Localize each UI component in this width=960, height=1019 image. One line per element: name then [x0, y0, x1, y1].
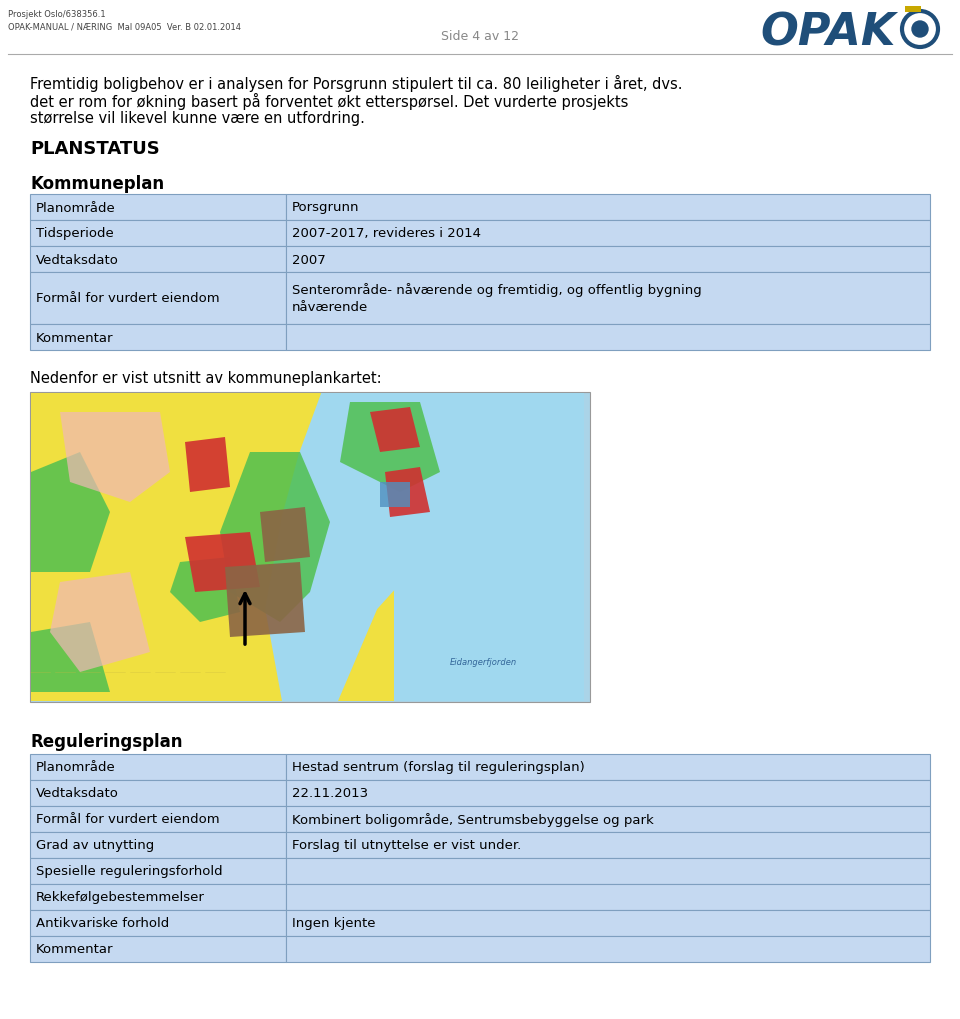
FancyBboxPatch shape	[286, 754, 930, 781]
Text: Grad av utnytting: Grad av utnytting	[36, 839, 155, 852]
Polygon shape	[31, 452, 110, 573]
Text: Antikvariske forhold: Antikvariske forhold	[36, 917, 169, 929]
FancyBboxPatch shape	[30, 247, 286, 273]
FancyBboxPatch shape	[30, 833, 286, 858]
FancyBboxPatch shape	[286, 910, 930, 936]
Text: Vedtaksdato: Vedtaksdato	[36, 254, 119, 266]
FancyBboxPatch shape	[30, 392, 590, 702]
Polygon shape	[225, 562, 305, 637]
Text: Senterområde- nåværende og fremtidig, og offentlig bygning
nåværende: Senterområde- nåværende og fremtidig, og…	[292, 283, 702, 314]
FancyBboxPatch shape	[30, 325, 286, 351]
FancyBboxPatch shape	[286, 858, 930, 884]
Text: Prosjekt Oslo/638356.1: Prosjekt Oslo/638356.1	[8, 10, 106, 19]
FancyBboxPatch shape	[286, 936, 930, 962]
Polygon shape	[50, 573, 150, 673]
Text: Ingen kjente: Ingen kjente	[292, 917, 375, 929]
FancyBboxPatch shape	[30, 806, 286, 833]
FancyBboxPatch shape	[286, 806, 930, 833]
Text: Tidsperiode: Tidsperiode	[36, 227, 113, 240]
Text: Kombinert boligområde, Sentrumsbebyggelse og park: Kombinert boligområde, Sentrumsbebyggels…	[292, 812, 654, 826]
Text: størrelse vil likevel kunne være en utfordring.: størrelse vil likevel kunne være en utfo…	[30, 111, 365, 126]
Text: 2007: 2007	[292, 254, 325, 266]
Text: Reguleringsplan: Reguleringsplan	[30, 733, 182, 750]
FancyBboxPatch shape	[286, 247, 930, 273]
Polygon shape	[185, 437, 230, 492]
Polygon shape	[385, 468, 430, 518]
Polygon shape	[60, 413, 170, 502]
Text: PLANSTATUS: PLANSTATUS	[30, 140, 159, 158]
Polygon shape	[220, 452, 330, 623]
Polygon shape	[340, 403, 440, 492]
Text: OPAK: OPAK	[760, 12, 896, 55]
FancyBboxPatch shape	[30, 221, 286, 247]
FancyBboxPatch shape	[286, 221, 930, 247]
Text: Hestad sentrum (forslag til reguleringsplan): Hestad sentrum (forslag til reguleringsp…	[292, 761, 585, 773]
Circle shape	[912, 22, 928, 38]
Text: OPAK-MANUAL / NÆRING  Mal 09A05  Ver. B 02.01.2014: OPAK-MANUAL / NÆRING Mal 09A05 Ver. B 02…	[8, 22, 241, 31]
FancyBboxPatch shape	[30, 754, 286, 781]
Text: Formål for vurdert eiendom: Formål for vurdert eiendom	[36, 292, 220, 306]
FancyBboxPatch shape	[30, 195, 286, 221]
FancyBboxPatch shape	[286, 781, 930, 806]
Text: Kommentar: Kommentar	[36, 331, 113, 344]
FancyBboxPatch shape	[30, 781, 286, 806]
Polygon shape	[170, 557, 240, 623]
Polygon shape	[185, 533, 260, 592]
FancyBboxPatch shape	[30, 884, 286, 910]
Text: Planområde: Planområde	[36, 202, 116, 214]
Text: Kommuneplan: Kommuneplan	[30, 175, 164, 193]
Text: Kommentar: Kommentar	[36, 943, 113, 956]
Text: 22.11.2013: 22.11.2013	[292, 787, 368, 800]
FancyBboxPatch shape	[394, 393, 585, 701]
Text: 2007-2017, revideres i 2014: 2007-2017, revideres i 2014	[292, 227, 481, 240]
Text: Planområde: Planområde	[36, 761, 116, 773]
FancyBboxPatch shape	[30, 936, 286, 962]
Polygon shape	[265, 393, 450, 701]
FancyBboxPatch shape	[380, 483, 410, 507]
Polygon shape	[260, 507, 310, 562]
Text: Eidangerfjorden: Eidangerfjorden	[450, 657, 517, 666]
FancyBboxPatch shape	[286, 273, 930, 325]
Text: Vedtaksdato: Vedtaksdato	[36, 787, 119, 800]
Text: Rekkefølgebestemmelser: Rekkefølgebestemmelser	[36, 891, 204, 904]
FancyBboxPatch shape	[30, 910, 286, 936]
FancyBboxPatch shape	[286, 833, 930, 858]
Text: Formål for vurdert eiendom: Formål for vurdert eiendom	[36, 813, 220, 825]
FancyBboxPatch shape	[286, 884, 930, 910]
FancyBboxPatch shape	[30, 273, 286, 325]
Text: det er rom for økning basert på forventet økt etterspørsel. Det vurderte prosjek: det er rom for økning basert på forvente…	[30, 93, 629, 110]
Polygon shape	[370, 408, 420, 452]
FancyBboxPatch shape	[31, 393, 395, 701]
FancyBboxPatch shape	[286, 195, 930, 221]
FancyBboxPatch shape	[30, 858, 286, 884]
FancyBboxPatch shape	[905, 7, 921, 13]
Text: Porsgrunn: Porsgrunn	[292, 202, 359, 214]
Text: Forslag til utnyttelse er vist under.: Forslag til utnyttelse er vist under.	[292, 839, 521, 852]
FancyBboxPatch shape	[286, 325, 930, 351]
Text: Spesielle reguleringsforhold: Spesielle reguleringsforhold	[36, 865, 223, 877]
Text: Nedenfor er vist utsnitt av kommuneplankartet:: Nedenfor er vist utsnitt av kommuneplank…	[30, 371, 382, 385]
Text: Side 4 av 12: Side 4 av 12	[441, 30, 519, 43]
Polygon shape	[31, 623, 110, 692]
Text: Fremtidig boligbehov er i analysen for Porsgrunn stipulert til ca. 80 leilighete: Fremtidig boligbehov er i analysen for P…	[30, 75, 683, 92]
